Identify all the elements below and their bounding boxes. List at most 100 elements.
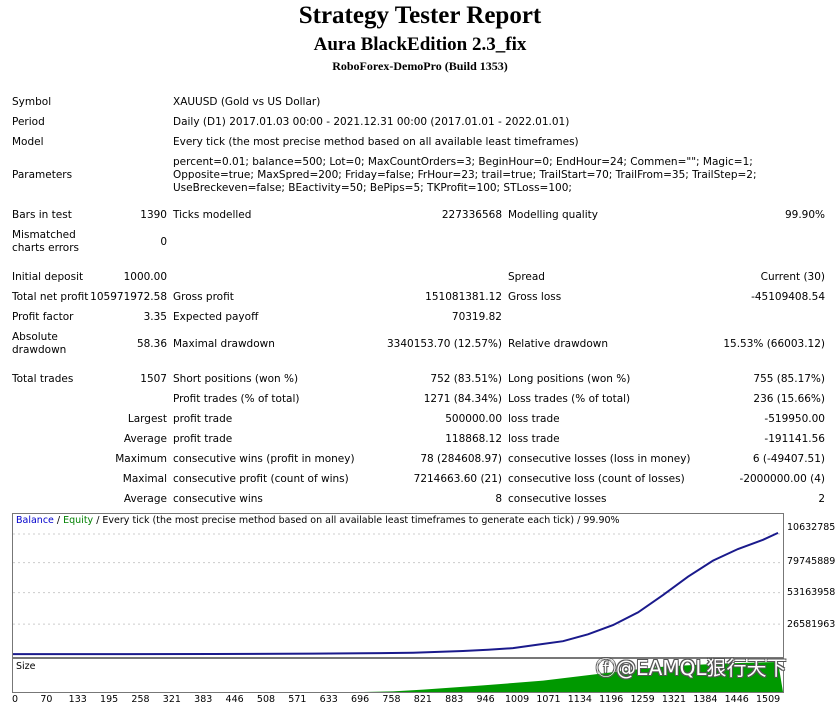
y-tick-label: 53163958 bbox=[787, 587, 836, 598]
maximal-label: Maximal bbox=[122, 473, 167, 485]
max-losses-value: 6 (-49407.51) bbox=[752, 453, 825, 465]
maximal-profit-value: 7214663.60 (21) bbox=[413, 473, 502, 485]
legend-balance: Balance bbox=[16, 515, 54, 526]
avg-losses-value: 2 bbox=[818, 493, 825, 505]
x-tick-label: 70 bbox=[40, 694, 53, 705]
quality-value: 99.90% bbox=[784, 209, 825, 221]
period-value: Daily (D1) 2017.01.03 00:00 - 2021.12.31… bbox=[173, 116, 570, 128]
legend-sep: / bbox=[53, 515, 64, 526]
maximal-loss-value: -2000000.00 (4) bbox=[739, 473, 825, 485]
x-tick-label: 1321 bbox=[661, 694, 687, 705]
absdd-label: Absolute drawdown bbox=[12, 331, 67, 356]
balance-line bbox=[13, 531, 779, 656]
max-wins-label: consecutive wins (profit in money) bbox=[173, 453, 355, 465]
payoff-label: Expected payoff bbox=[173, 311, 259, 323]
size-area bbox=[13, 662, 783, 692]
losstrades-label: Loss trades (% of total) bbox=[508, 393, 631, 405]
x-tick-label: 571 bbox=[288, 694, 307, 705]
parameters-value: percent=0.01; balance=500; Lot=0; MaxCou… bbox=[173, 156, 757, 194]
largest-loss-label: loss trade bbox=[508, 413, 560, 425]
symbol-value: XAUUSD (Gold vs US Dollar) bbox=[173, 96, 321, 108]
period-label: Period bbox=[12, 116, 45, 128]
profittrades-label: Profit trades (% of total) bbox=[173, 393, 300, 405]
grossprofit-label: Gross profit bbox=[173, 291, 234, 303]
x-tick-label: 1196 bbox=[599, 694, 624, 705]
quality-label: Modelling quality bbox=[508, 209, 598, 221]
balance-chart-svg bbox=[13, 531, 783, 656]
profittrades-value: 1271 (84.34%) bbox=[423, 393, 502, 405]
report-title: Strategy Tester Report bbox=[298, 2, 542, 29]
watermark-text: @EAMQL狠行天下 bbox=[616, 656, 787, 680]
y-tick-label: 10632785 bbox=[787, 522, 836, 533]
long-value: 755 (85.17%) bbox=[753, 373, 825, 385]
spread-label: Spread bbox=[508, 271, 545, 283]
avg-profit-label: profit trade bbox=[173, 433, 233, 445]
x-tick-label: 633 bbox=[319, 694, 338, 705]
largest-loss-value: -519950.00 bbox=[764, 413, 825, 425]
bars-label: Bars in test bbox=[12, 209, 72, 221]
size-label: Size bbox=[16, 661, 36, 672]
model-label: Model bbox=[12, 136, 44, 148]
grossprofit-value: 151081381.12 bbox=[425, 291, 502, 303]
ticks-value: 227336568 bbox=[441, 209, 502, 221]
max-wins-value: 78 (284608.97) bbox=[420, 453, 502, 465]
bars-value: 1390 bbox=[140, 209, 167, 221]
x-tick-label: 1134 bbox=[567, 694, 592, 705]
x-tick-label: 1071 bbox=[536, 694, 561, 705]
payoff-value: 70319.82 bbox=[451, 311, 502, 323]
maxdd-value: 3340153.70 (12.57%) bbox=[386, 338, 502, 350]
spread-value: Current (30) bbox=[760, 271, 825, 283]
x-tick-label: 696 bbox=[351, 694, 370, 705]
netprofit-label: Total net profit bbox=[12, 291, 89, 303]
ea-name: Aura BlackEdition 2.3_fix bbox=[313, 34, 527, 55]
deposit-label: Initial deposit bbox=[12, 271, 84, 283]
chart-legend: Balance / Equity / Every tick (the most … bbox=[16, 515, 620, 526]
size-chart-svg bbox=[13, 662, 783, 692]
x-tick-label: 1446 bbox=[724, 694, 749, 705]
watermark-logo-icon: ⓕ bbox=[596, 656, 616, 680]
pf-value: 3.35 bbox=[143, 311, 167, 323]
balance-chart bbox=[12, 513, 784, 658]
reldd-value: 15.53% (66003.12) bbox=[723, 338, 825, 350]
maximum-label: Maximum bbox=[115, 453, 167, 465]
short-value: 752 (83.51%) bbox=[430, 373, 502, 385]
parameters-label: Parameters bbox=[12, 169, 73, 181]
x-tick-label: 946 bbox=[476, 694, 495, 705]
x-tick-label: 1384 bbox=[693, 694, 718, 705]
x-tick-label: 758 bbox=[382, 694, 401, 705]
x-tick-label: 508 bbox=[256, 694, 276, 705]
x-tick-label: 446 bbox=[225, 694, 244, 705]
x-tick-label: 1259 bbox=[630, 694, 655, 705]
symbol-label: Symbol bbox=[12, 96, 52, 108]
x-tick-label: 195 bbox=[100, 694, 119, 705]
mismatch-value: 0 bbox=[160, 236, 167, 248]
pf-label: Profit factor bbox=[12, 311, 74, 323]
average-label: Average bbox=[123, 433, 167, 445]
grossloss-label: Gross loss bbox=[508, 291, 562, 303]
x-tick-label: 1509 bbox=[756, 694, 781, 705]
avg-loss-label: loss trade bbox=[508, 433, 560, 445]
x-tick-label: 821 bbox=[413, 694, 432, 705]
max-losses-label: consecutive losses (loss in money) bbox=[508, 453, 691, 465]
avg-wins-value: 8 bbox=[495, 493, 502, 505]
trades-label: Total trades bbox=[12, 373, 74, 385]
x-tick-label: 883 bbox=[445, 694, 464, 705]
server-build: RoboForex-DemoPro (Build 1353) bbox=[332, 59, 508, 73]
maximal-profit-label: consecutive profit (count of wins) bbox=[173, 473, 349, 485]
watermark: ⓕ@EAMQL狠行天下 bbox=[596, 652, 786, 681]
avg-profit-value: 118868.12 bbox=[445, 433, 502, 445]
long-label: Long positions (won %) bbox=[508, 373, 631, 385]
y-tick-label: 26581963 bbox=[787, 619, 836, 630]
model-value: Every tick (the most precise method base… bbox=[173, 136, 579, 148]
x-tick-label: 0 bbox=[11, 694, 19, 705]
avg-losses-label: consecutive losses bbox=[508, 493, 607, 505]
legend-rest: / Every tick (the most precise method ba… bbox=[93, 515, 620, 526]
avg-loss-value: -191141.56 bbox=[764, 433, 825, 445]
average2-label: Average bbox=[123, 493, 167, 505]
absdd-value: 58.36 bbox=[136, 338, 167, 350]
legend-equity: Equity bbox=[63, 515, 94, 526]
x-tick-label: 383 bbox=[194, 694, 213, 705]
maximal-loss-label: consecutive loss (count of losses) bbox=[508, 473, 685, 485]
x-tick-label: 133 bbox=[68, 694, 87, 705]
grossloss-value: -45109408.54 bbox=[751, 291, 825, 303]
